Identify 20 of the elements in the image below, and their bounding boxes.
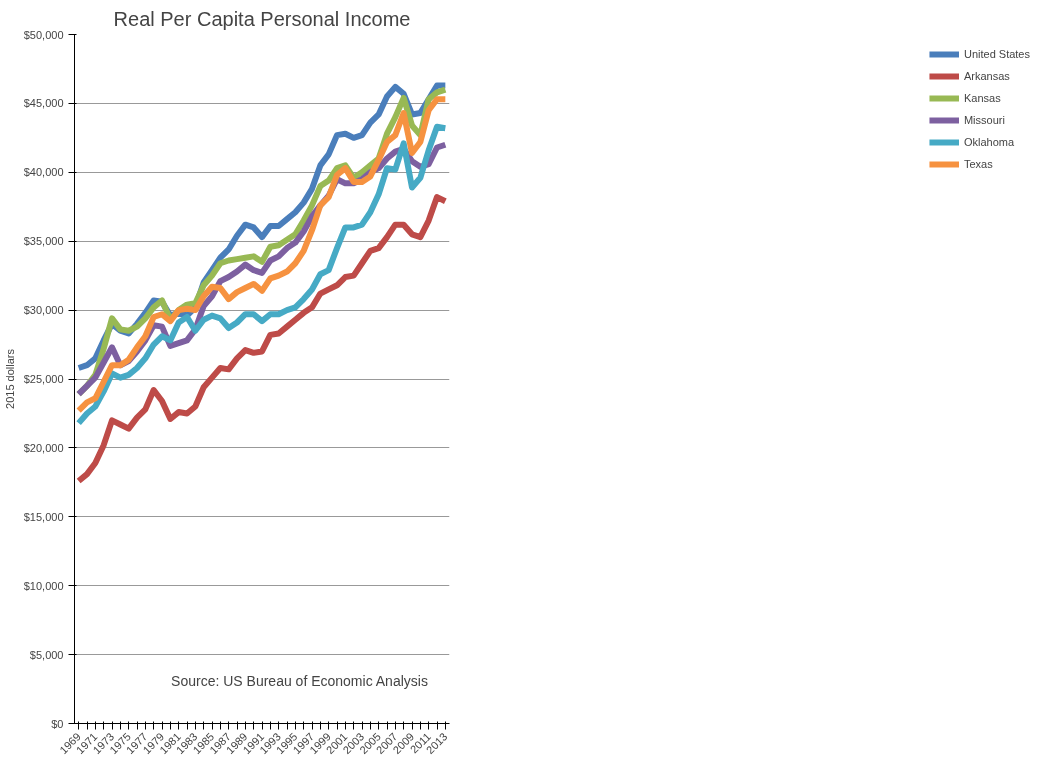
- legend-label: Missouri: [963, 114, 1005, 126]
- legend-label: Kansas: [963, 92, 1001, 104]
- y-tick-label: $45,000: [23, 97, 64, 110]
- chart-title: Real Per Capita Personal Income: [113, 7, 411, 30]
- y-tick-label: $20,000: [23, 441, 64, 454]
- y-tick-label: $0: [51, 717, 64, 730]
- legend-label: Oklahoma: [963, 136, 1015, 148]
- legend-label: United States: [963, 48, 1030, 60]
- annotation: Source: US Bureau of Economic Analysis: [171, 673, 428, 690]
- legend-label: Arkansas: [963, 70, 1010, 82]
- y-tick-label: $25,000: [23, 373, 64, 385]
- y-tick-label: $30,000: [23, 304, 64, 317]
- y-tick-label: $5,000: [29, 648, 64, 661]
- y-tick-label: $35,000: [23, 235, 64, 248]
- y-tick-label: $40,000: [23, 166, 64, 179]
- legend-label: Texas: [963, 158, 993, 170]
- y-tick-label: $15,000: [23, 510, 64, 523]
- y-tick-label: $50,000: [23, 28, 64, 41]
- y-tick-label: $10,000: [23, 579, 64, 592]
- y-axis-title: 2015 dollars: [3, 348, 16, 409]
